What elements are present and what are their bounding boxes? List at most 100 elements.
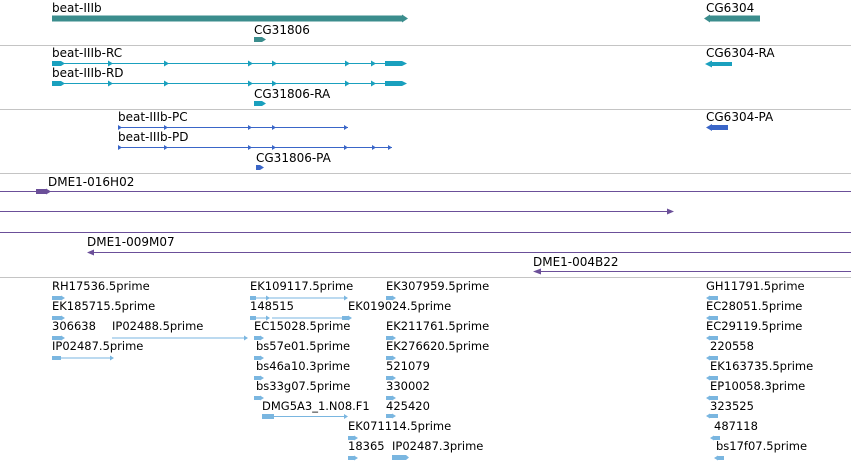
est-label[interactable]: bs57e01.5prime	[256, 339, 351, 353]
est-label[interactable]: EK185715.5prime	[52, 299, 156, 313]
protein-beat-IIIb-PC[interactable]	[118, 125, 348, 130]
est-IP02487-3[interactable]	[392, 455, 409, 460]
arrow-right-icon	[402, 14, 408, 23]
est-label[interactable]: EK109117.5prime	[250, 279, 354, 293]
est-label[interactable]: DMG5A3_1.N08.F1	[262, 399, 370, 413]
est-label[interactable]: 487118	[714, 419, 758, 433]
mrna-label[interactable]: beat-IIIb-RD	[52, 66, 124, 80]
est-EK071114[interactable]	[348, 435, 358, 441]
arrow-right-icon	[260, 165, 264, 170]
est-bs17f07[interactable]	[714, 455, 724, 461]
est-323525[interactable]	[706, 413, 718, 419]
mrna-CG6304-RA[interactable]	[705, 60, 732, 68]
clone-label[interactable]: DME1-004B22	[533, 255, 619, 269]
mrna-label[interactable]: beat-IIIb-RC	[52, 46, 123, 60]
est-IP02487-5[interactable]	[52, 355, 114, 361]
est-EC29119[interactable]	[706, 335, 718, 341]
est-IP02488[interactable]	[112, 335, 248, 341]
est-label[interactable]: IP02487.3prime	[392, 439, 484, 453]
gene-label[interactable]: CG6304	[706, 1, 755, 15]
protein-track	[118, 124, 728, 170]
gene-label[interactable]: beat-IIIb	[52, 1, 102, 15]
est-EC15028-bar[interactable]	[250, 315, 270, 321]
est-bs57e01[interactable]	[254, 335, 264, 341]
gene-CG31806[interactable]	[254, 37, 266, 42]
mrna-label[interactable]: CG31806-RA	[254, 87, 331, 101]
arrow-left-icon	[87, 249, 94, 256]
est-label[interactable]: EP10058.3prime	[710, 379, 806, 393]
mrna-label[interactable]: CG6304-RA	[706, 46, 775, 60]
est-EK185715[interactable]	[52, 315, 65, 321]
est-425420[interactable]	[386, 413, 396, 419]
est-label[interactable]: 220558	[710, 339, 754, 353]
est-148515[interactable]	[250, 295, 348, 301]
mrna-CG31806-RA[interactable]	[254, 101, 266, 106]
clone-unlabeled[interactable]	[0, 208, 674, 215]
est-DMG5A3[interactable]	[262, 414, 348, 419]
protein-label[interactable]: beat-IIIb-PC	[118, 110, 188, 124]
clone-label[interactable]: DME1-009M07	[87, 235, 175, 249]
protein-CG31806-PA[interactable]	[256, 165, 264, 170]
est-521079[interactable]	[386, 375, 396, 381]
est-label[interactable]: EC28051.5prime	[706, 299, 803, 313]
est-label[interactable]: bs46a10.3prime	[256, 359, 351, 373]
est-label[interactable]: GH11791.5prime	[706, 279, 805, 293]
est-label[interactable]: EK071114.5prime	[348, 419, 452, 433]
est-label[interactable]: 521079	[386, 359, 430, 373]
protein-label[interactable]: CG6304-PA	[706, 110, 774, 124]
est-bs46a10[interactable]	[254, 355, 264, 361]
est-label[interactable]: 323525	[710, 399, 754, 413]
arrow-right-icon	[46, 188, 51, 195]
est-EK307959[interactable]	[386, 295, 396, 301]
protein-label[interactable]: beat-IIIb-PD	[118, 130, 189, 144]
est-label[interactable]: 148515	[250, 299, 294, 313]
est-GH11791[interactable]	[706, 295, 718, 301]
clone-DME1-004B22[interactable]	[533, 268, 851, 275]
est-EK211761[interactable]	[386, 335, 396, 341]
gene-label[interactable]: CG31806	[254, 23, 310, 37]
est-label[interactable]: EK163735.5prime	[710, 359, 814, 373]
clone-track	[0, 188, 851, 275]
est-EK163735[interactable]	[706, 375, 718, 381]
protein-CG6304-PA[interactable]	[706, 124, 728, 131]
est-label[interactable]: bs17f07.5prime	[716, 439, 808, 453]
est-306638[interactable]	[52, 335, 65, 341]
est-bs33g07[interactable]	[254, 375, 264, 381]
est-label[interactable]: EC15028.5prime	[254, 319, 351, 333]
clone-label[interactable]: DME1-016H02	[48, 175, 135, 189]
gene-beat-IIIb[interactable]	[52, 14, 408, 23]
est-487118[interactable]	[710, 435, 720, 441]
arrow-left-icon	[705, 60, 712, 68]
est-label[interactable]: EK211761.5prime	[386, 319, 490, 333]
gene-CG6304[interactable]	[704, 14, 760, 23]
est-220558[interactable]	[706, 355, 718, 361]
est-label[interactable]: EK019024.5prime	[348, 299, 452, 313]
est-EC28051[interactable]	[706, 315, 718, 321]
est-label[interactable]: 306638	[52, 319, 96, 333]
est-EP10058[interactable]	[706, 395, 718, 401]
est-label[interactable]: 425420	[386, 399, 430, 413]
est-label[interactable]: 18365	[348, 439, 385, 453]
est-bs33g07-2[interactable]	[254, 395, 264, 401]
est-EK019024[interactable]	[272, 315, 352, 321]
clone-DME1-009M07[interactable]	[87, 249, 851, 256]
est-label[interactable]: bs33g07.5prime	[256, 379, 351, 393]
est-label[interactable]: IP02487.5prime	[52, 339, 144, 353]
est-label[interactable]: EK276620.5prime	[386, 339, 490, 353]
est-label[interactable]: 330002	[386, 379, 430, 393]
est-330002[interactable]	[386, 395, 396, 401]
est-label[interactable]: IP02488.5prime	[112, 319, 204, 333]
est-EK276620[interactable]	[386, 355, 396, 361]
mrna-beat-IIIb-RD[interactable]	[52, 80, 407, 87]
est-RH17536[interactable]	[52, 295, 65, 301]
est-label[interactable]: EK307959.5prime	[386, 279, 490, 293]
mrna-beat-IIIb-RC[interactable]	[52, 60, 407, 67]
est-label[interactable]: RH17536.5prime	[52, 279, 150, 293]
est-18365[interactable]	[348, 455, 358, 461]
est-label[interactable]: EC29119.5prime	[706, 319, 803, 333]
protein-beat-IIIb-PD[interactable]	[118, 145, 392, 150]
protein-label[interactable]: CG31806-PA	[256, 151, 331, 165]
clone-DME1-016H02[interactable]	[0, 188, 851, 195]
